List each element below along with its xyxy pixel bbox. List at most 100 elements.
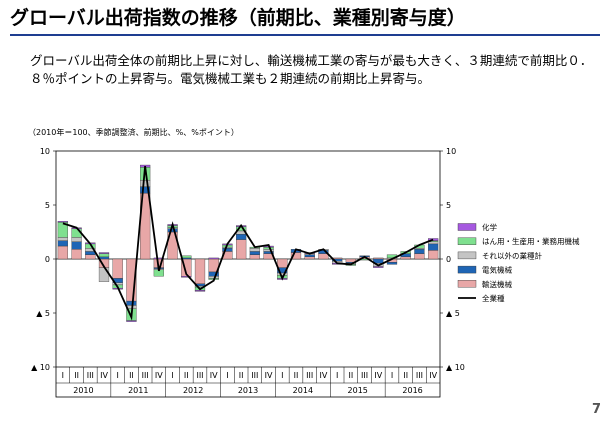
quarter-label: IV [265, 371, 273, 380]
slide-title: グローバル出荷指数の推移（前期比、業種別寄与度） [10, 7, 466, 29]
year-label: 2013 [238, 386, 258, 395]
y-tick-label-right: 5 [446, 201, 451, 210]
bar-segment-other [57, 237, 68, 241]
bar-segment-chem [98, 252, 110, 254]
quarter-label: IV [155, 371, 163, 380]
legend-label: それ以外の業種計 [482, 250, 542, 260]
legend-swatch-transport [457, 280, 477, 288]
y-tick-label-right: 10 [446, 147, 456, 156]
bar-segment-transport [277, 258, 288, 268]
quarter-label: IV [429, 371, 437, 380]
bar-segment-other [277, 272, 288, 276]
bar-segment-electrical [236, 233, 247, 240]
bar-segment-chem [373, 266, 384, 268]
y-tick-label-left: 10 [40, 147, 50, 156]
bar-segment-other [428, 241, 439, 245]
legend-swatch-other [457, 251, 477, 260]
quarter-label: I [391, 371, 393, 380]
quarter-label: II [184, 371, 189, 380]
bar-segment-general_machinery [98, 253, 110, 258]
bar-segment-transport [304, 256, 315, 260]
legend-label: 全業種 [482, 293, 505, 303]
total-line [62, 165, 434, 321]
legend-swatch-general_machinery [457, 237, 477, 245]
legend-label: 電気機械 [482, 265, 512, 275]
quarter-label: III [196, 371, 203, 380]
legend-label: 輸送機械 [482, 279, 512, 289]
quarter-label: II [239, 371, 244, 380]
bar-segment-transport [236, 239, 247, 260]
bar-segment-electrical [386, 262, 398, 265]
legend-label: 化学 [482, 222, 497, 232]
bar-segment-chem [194, 290, 206, 292]
quarter-label: II [129, 371, 134, 380]
legend-swatch-electrical [457, 265, 477, 274]
summary-text: グローバル出荷全体の前期比上昇に対し、輸送機械工業の寄与が最も大きく、３期連続で… [30, 53, 593, 86]
year-label: 2014 [293, 386, 313, 395]
bar-segment-chem [181, 276, 192, 278]
bar-segment-transport [194, 258, 206, 285]
bar-segment-chem [208, 257, 219, 260]
year-label: 2012 [183, 386, 203, 395]
bar-segment-general_machinery [263, 246, 274, 250]
year-label: 2016 [402, 386, 422, 395]
bar-segment-chem [428, 238, 439, 241]
bar-segment-other [140, 179, 151, 187]
bar-segment-other [249, 248, 260, 252]
page-number: 7 [591, 402, 601, 417]
bar-segment-transport [318, 253, 329, 260]
quarter-label: III [416, 371, 423, 380]
bar-segment-transport [85, 254, 96, 260]
y-tick-label-right: 0 [446, 255, 451, 264]
quarter-label: I [281, 371, 283, 380]
bar-segment-electrical [85, 251, 96, 255]
quarter-label: III [142, 371, 149, 380]
bar-segment-transport [414, 253, 425, 260]
bar-segment-transport [112, 258, 123, 279]
quarter-label: I [226, 371, 228, 380]
quarter-label: II [294, 371, 299, 380]
year-label: 2011 [128, 386, 148, 395]
quarter-label: I [336, 371, 338, 380]
bar-segment-electrical [249, 251, 260, 255]
quarter-label: II [348, 371, 353, 380]
bar-segment-chem [126, 320, 137, 322]
bar-segment-other [98, 267, 110, 282]
quarter-label: II [403, 371, 408, 380]
bar-segment-electrical [98, 256, 110, 260]
bar-segment-electrical [167, 228, 178, 233]
bar-segment-transport [400, 256, 411, 260]
quarter-label: III [306, 371, 313, 380]
quarter-label: IV [210, 371, 218, 380]
bar-segment-other [71, 237, 82, 242]
quarter-label: III [251, 371, 258, 380]
quarter-label: IV [100, 371, 108, 380]
bar-segment-chem [57, 221, 68, 223]
bar-segment-transport [428, 250, 439, 260]
plot-frame [55, 150, 441, 398]
year-label: 2015 [348, 386, 368, 395]
y-tick-label-right: ▲ 5 [446, 309, 460, 318]
bar-segment-transport [57, 245, 68, 260]
quarter-label: IV [374, 371, 382, 380]
bar-segment-transport [71, 249, 82, 260]
quarter-label: II [74, 371, 79, 380]
legend-label: はん用・生産用・業務用機械 [482, 236, 580, 246]
bar-segment-electrical [304, 254, 315, 258]
chart-units-note: （2010年＝100、季節調整済、前期比、%、%ポイント） [28, 128, 239, 137]
quarter-label: I [62, 371, 64, 380]
legend-swatch-chem [457, 223, 477, 231]
quarter-label: III [87, 371, 94, 380]
year-label: 2010 [73, 386, 93, 395]
quarter-label: I [117, 371, 119, 380]
y-tick-label-left: 5 [45, 201, 50, 210]
y-tick-label-left: ▲ 10 [31, 363, 50, 372]
quarter-label: III [361, 371, 368, 380]
bar-segment-electrical [126, 300, 137, 306]
bar-segment-electrical [414, 249, 425, 254]
y-tick-label-left: ▲ 5 [36, 309, 50, 318]
y-tick-label-left: 0 [45, 255, 50, 264]
title-underline [10, 34, 600, 36]
quarter-label: I [171, 371, 173, 380]
